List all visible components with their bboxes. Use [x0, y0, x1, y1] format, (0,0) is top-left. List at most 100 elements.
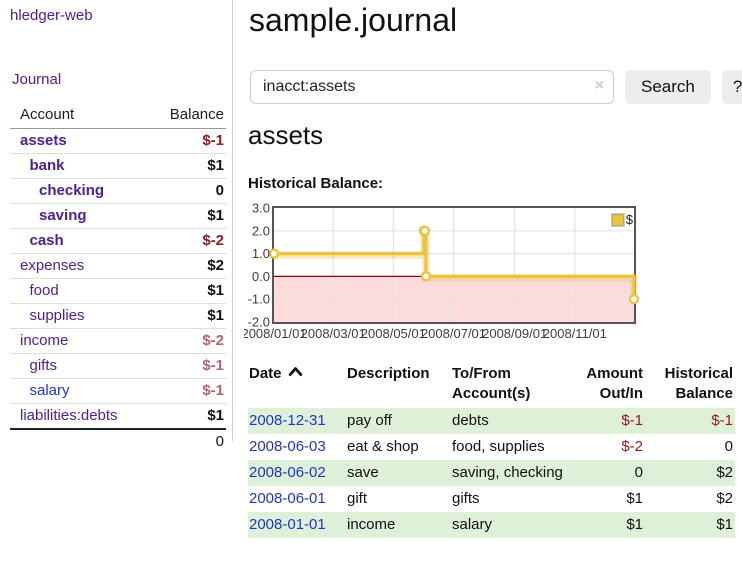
sidebar-account-balance: $1: [151, 203, 226, 229]
sidebar-account-link-assets[interactable]: assets: [20, 132, 67, 149]
sidebar-account-row: gifts $-1: [10, 353, 226, 379]
legend-swatch-icon: [611, 213, 624, 226]
data-point[interactable]: [268, 248, 280, 259]
transaction-description: eat & shop: [347, 438, 419, 455]
transaction-date-link[interactable]: 2008-06-01: [249, 490, 326, 507]
transaction-accounts: salary: [452, 516, 493, 533]
sidebar-account-link-salary[interactable]: salary: [29, 382, 70, 399]
chart-title: Historical Balance:: [248, 175, 384, 192]
y-tick-label: 2.0: [252, 223, 270, 238]
total-balance: 0: [151, 428, 226, 454]
sidebar-account-row: food $1: [10, 278, 226, 304]
sidebar-account-balance: $-1: [151, 378, 226, 404]
x-tick-label: 2008/03/01: [301, 326, 366, 341]
register-row: 2008-06-03 eat & shop food, supplies $-2 0: [248, 434, 735, 460]
x-tick-label: 2008/09/01: [482, 326, 547, 341]
register-row: 2008-12-31 pay off debts $-1 $-1: [248, 408, 735, 434]
clear-search-icon[interactable]: ×: [594, 77, 604, 94]
sidebar-account-row: expenses $2: [10, 253, 226, 279]
sidebar-account-link-income[interactable]: income: [20, 332, 69, 349]
y-tick-label: -1.0: [248, 292, 270, 307]
transaction-amount: $1: [626, 516, 643, 533]
transaction-date-cell: 2008-12-31: [248, 408, 346, 434]
sidebar-account-link-supplies[interactable]: supplies: [29, 307, 85, 324]
register-column-date[interactable]: Date: [248, 362, 346, 408]
sidebar-account-row: income $-2: [10, 328, 226, 354]
search-input-wrap: ×: [250, 70, 614, 104]
register-column-description: Description: [347, 365, 430, 382]
sidebar-account-row: bank $1: [10, 153, 226, 179]
x-tick-label: 2008/07/01: [421, 326, 486, 341]
accounts-table: Account Balance assets $-1 bank $1 checking 0…: [10, 106, 226, 454]
transaction-amount: $-2: [621, 438, 643, 455]
date-header-label: Date: [249, 365, 282, 382]
data-point[interactable]: [420, 271, 432, 282]
register-header-row: Date Description To/From Account(s) Amou…: [248, 362, 735, 408]
page-title: sample.journal: [249, 2, 458, 38]
accounts-table-header: Account Balance: [10, 106, 226, 129]
x-tick-label: 2008/11/01: [543, 326, 607, 341]
transaction-description: gift: [347, 490, 368, 507]
x-tick-label: 2008/01/01: [244, 326, 307, 341]
y-tick-label: -2.0: [248, 315, 270, 330]
sidebar-account-row: salary $-1: [10, 378, 226, 404]
transaction-description: save: [347, 464, 379, 481]
account-heading: assets: [248, 120, 324, 150]
data-point[interactable]: [419, 225, 431, 236]
transaction-amount: $1: [626, 490, 643, 507]
sidebar-account-balance: $-2: [151, 328, 226, 354]
transaction-date-link[interactable]: 2008-06-02: [249, 464, 326, 481]
chart-legend: $: [611, 212, 633, 227]
sidebar-account-balance: $-1: [151, 353, 226, 379]
sidebar-account-link-checking[interactable]: checking: [39, 182, 105, 199]
search-input[interactable]: [250, 70, 614, 104]
transaction-balance: 0: [724, 438, 733, 455]
register-column-accounts: To/From Account(s): [452, 365, 531, 402]
sidebar-account-balance: $1: [151, 303, 226, 329]
transaction-accounts: gifts: [452, 490, 480, 507]
sidebar-account-link-food[interactable]: food: [29, 282, 59, 299]
sidebar-account-row: assets $-1: [10, 128, 226, 154]
sidebar-account-balance: $2: [151, 253, 226, 279]
sidebar-account-link-bank[interactable]: bank: [29, 157, 65, 174]
data-point[interactable]: [628, 294, 640, 305]
sidebar-account-link-gifts[interactable]: gifts: [29, 357, 58, 374]
register-row: 2008-06-01 gift gifts $1 $2: [248, 486, 735, 512]
sidebar-item-journal[interactable]: Journal: [12, 71, 62, 88]
search-button[interactable]: Search: [625, 70, 711, 104]
transaction-balance: $2: [716, 490, 733, 507]
transaction-date-cell: 2008-06-01: [248, 486, 346, 512]
help-button[interactable]: ?: [721, 70, 742, 104]
y-tick-label: 1.0: [252, 246, 270, 261]
sidebar: hledger-web Journal Account Balance asse…: [0, 0, 233, 454]
sidebar-account-link-expenses[interactable]: expenses: [20, 257, 85, 274]
sidebar-account-link-saving[interactable]: saving: [39, 207, 87, 224]
transaction-description: pay off: [347, 412, 392, 429]
main-content: sample.journal × Search ? assets Histori…: [241, 0, 742, 582]
sidebar-account-link-cash[interactable]: cash: [29, 232, 64, 249]
transaction-accounts: debts: [452, 412, 489, 429]
transaction-description: income: [347, 516, 396, 533]
transaction-date-cell: 2008-01-01: [248, 512, 346, 538]
balance-column-header: Balance: [151, 106, 226, 129]
sidebar-account-link-liabilities-debts[interactable]: liabilities:debts: [20, 407, 118, 424]
chart-canvas: 3.0 2.0 1.0 0.0 -1.0 -2.02008/01/012008/03/01…: [241, 201, 640, 341]
account-column-header: Account: [10, 106, 152, 129]
x-tick-label: 2008/05/01: [361, 326, 426, 341]
sidebar-account-row: liabilities:debts $1: [10, 403, 226, 430]
transaction-accounts: food, supplies: [452, 438, 545, 455]
search-form: × Search ?: [250, 70, 742, 104]
register-table: Date Description To/From Account(s) Amou…: [248, 362, 735, 538]
transaction-date-link[interactable]: 2008-01-01: [249, 516, 326, 533]
app-brand-link[interactable]: hledger-web: [10, 7, 93, 24]
transaction-amount: $-1: [621, 412, 643, 429]
plot-border: [272, 206, 636, 324]
transaction-balance: $1: [716, 516, 733, 533]
transaction-date-link[interactable]: 2008-12-31: [249, 412, 326, 429]
sidebar-account-row: checking 0: [10, 178, 226, 204]
y-tick-label: 0.0: [252, 269, 270, 284]
register-column-balance: Historical Balance: [664, 365, 733, 402]
transaction-date-link[interactable]: 2008-06-03: [249, 438, 326, 455]
historical-balance-chart[interactable]: 3.0 2.0 1.0 0.0 -1.0 -2.0 2008/01/01 2008/03/01…: [241, 201, 640, 349]
sidebar-account-balance: $1: [151, 278, 226, 304]
